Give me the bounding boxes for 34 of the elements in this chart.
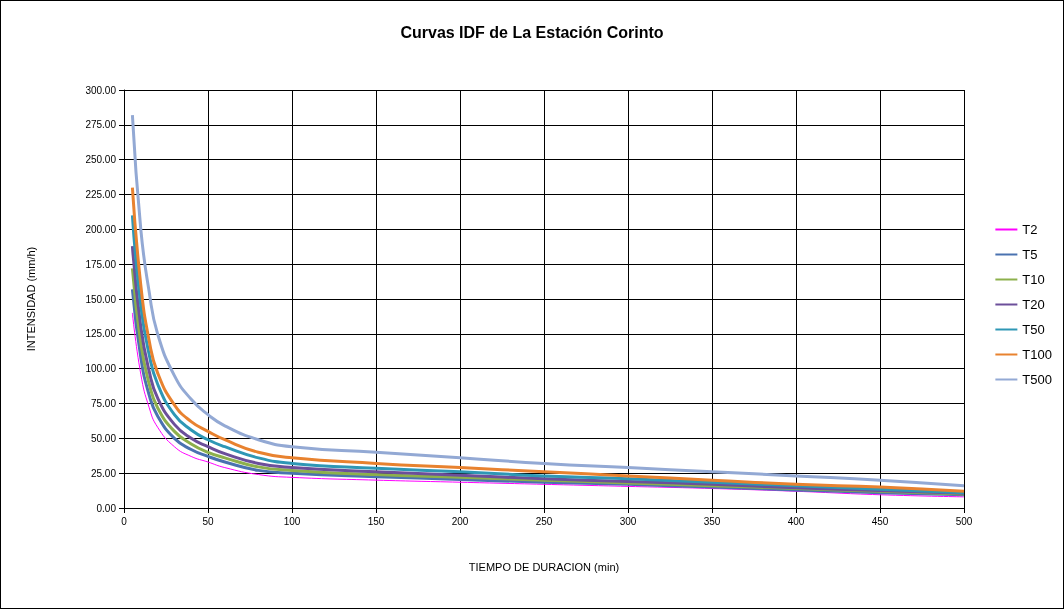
legend-label: T100 [1022, 347, 1053, 362]
legend-label: T20 [1022, 297, 1045, 312]
x-tick-label: 400 [787, 515, 805, 527]
legend-label: T50 [1022, 322, 1045, 337]
y-tick-label: 25.00 [90, 467, 117, 479]
x-tick-label: 250 [535, 515, 553, 527]
x-tick-label: 0 [121, 515, 128, 527]
x-tick-label: 200 [451, 515, 469, 527]
x-tick-label: 450 [871, 515, 889, 527]
y-tick-label: 275.00 [85, 119, 117, 131]
x-tick-label: 50 [202, 515, 214, 527]
legend-label: T5 [1022, 247, 1038, 262]
legend-label: T500 [1022, 372, 1053, 387]
y-tick-label: 125.00 [85, 328, 117, 340]
y-axis-title: INTENSIDAD (mm/h) [24, 246, 37, 352]
legend-label: T2 [1022, 222, 1038, 237]
y-tick-label: 0.00 [96, 502, 117, 514]
x-axis-title: TIEMPO DE DURACION (min) [468, 560, 620, 573]
y-tick-label: 50.00 [90, 432, 117, 444]
x-tick-label: 100 [283, 515, 301, 527]
legend-label: T10 [1022, 272, 1045, 287]
x-tick-label: 350 [703, 515, 721, 527]
y-tick-label: 225.00 [85, 189, 117, 200]
x-tick-label: 500 [955, 515, 973, 527]
x-tick-label: 150 [367, 515, 385, 527]
x-tick-label: 300 [619, 515, 637, 527]
y-tick-label: 250.00 [85, 154, 117, 166]
y-tick-label: 175.00 [85, 258, 117, 270]
y-tick-label: 150.00 [85, 293, 117, 305]
y-tick-label: 300.00 [85, 84, 117, 96]
y-tick-label: 100.00 [85, 363, 117, 375]
y-tick-label: 75.00 [90, 398, 117, 409]
chart-title: Curvas IDF de La Estación Corinto [400, 23, 664, 41]
y-tick-label: 200.00 [85, 223, 117, 235]
